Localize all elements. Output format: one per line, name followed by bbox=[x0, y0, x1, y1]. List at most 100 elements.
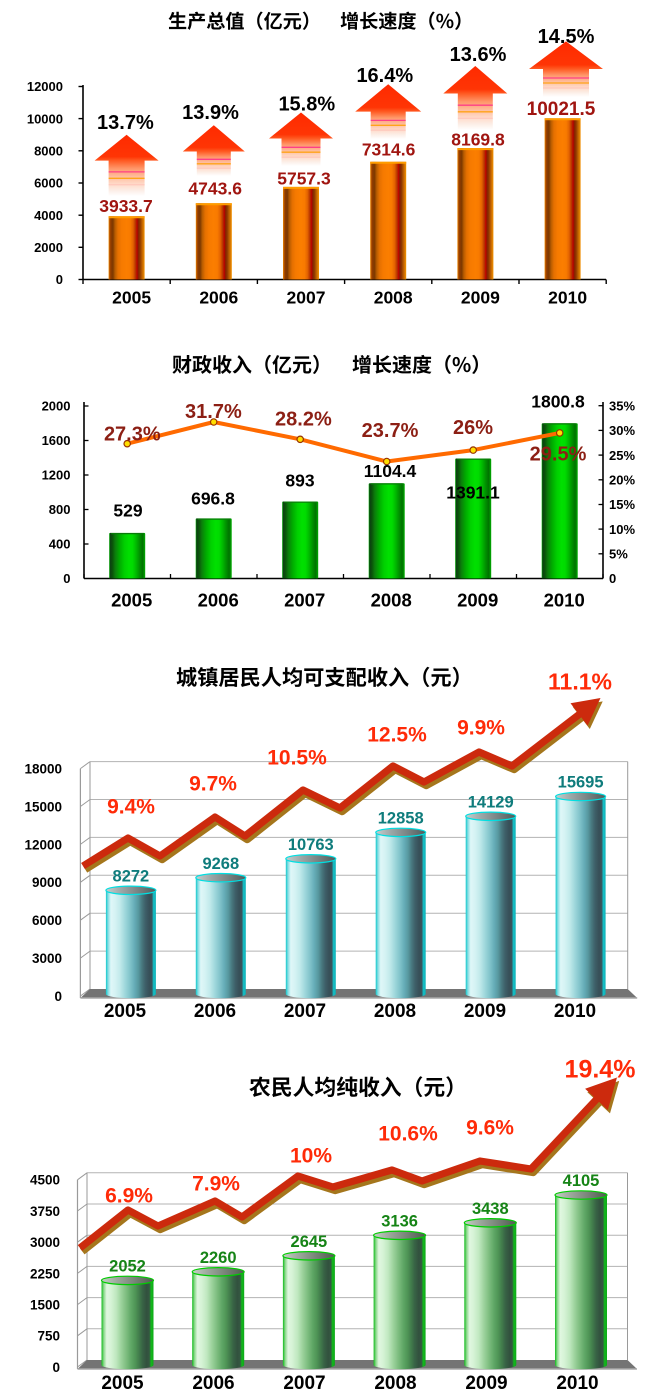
svg-text:5%: 5% bbox=[609, 547, 628, 562]
svg-text:14129: 14129 bbox=[468, 793, 514, 811]
svg-text:5757.3: 5757.3 bbox=[277, 168, 331, 188]
svg-text:7.9%: 7.9% bbox=[192, 1173, 240, 1196]
svg-text:9000: 9000 bbox=[32, 875, 62, 890]
svg-text:10%: 10% bbox=[609, 522, 635, 537]
svg-text:0: 0 bbox=[52, 1360, 60, 1375]
svg-text:4743.6: 4743.6 bbox=[188, 178, 242, 198]
svg-text:696.8: 696.8 bbox=[191, 488, 235, 508]
svg-text:10021.5: 10021.5 bbox=[527, 99, 596, 120]
svg-text:12.5%: 12.5% bbox=[367, 724, 427, 747]
svg-text:2008: 2008 bbox=[371, 590, 412, 611]
svg-text:3000: 3000 bbox=[32, 951, 62, 966]
svg-text:2006: 2006 bbox=[198, 590, 239, 611]
svg-text:2260: 2260 bbox=[200, 1249, 237, 1267]
svg-text:2006: 2006 bbox=[192, 1373, 234, 1394]
svg-text:12000: 12000 bbox=[24, 837, 62, 852]
svg-text:15695: 15695 bbox=[558, 774, 604, 792]
svg-text:15%: 15% bbox=[609, 497, 635, 512]
svg-text:2007: 2007 bbox=[284, 1001, 326, 1022]
svg-text:6000: 6000 bbox=[34, 176, 63, 191]
svg-text:2009: 2009 bbox=[465, 1373, 507, 1394]
svg-text:8169.8: 8169.8 bbox=[451, 130, 505, 150]
svg-text:2006: 2006 bbox=[194, 1001, 236, 1022]
svg-text:31.7%: 31.7% bbox=[185, 401, 242, 423]
svg-text:13.6%: 13.6% bbox=[450, 44, 507, 66]
svg-text:15000: 15000 bbox=[24, 799, 62, 814]
svg-text:2009: 2009 bbox=[461, 287, 500, 307]
svg-text:4000: 4000 bbox=[34, 208, 63, 223]
svg-text:16.4%: 16.4% bbox=[356, 65, 413, 87]
svg-text:10000: 10000 bbox=[27, 111, 63, 126]
svg-text:529: 529 bbox=[113, 500, 142, 520]
svg-text:9.7%: 9.7% bbox=[189, 773, 237, 796]
svg-text:2250: 2250 bbox=[30, 1266, 60, 1281]
svg-text:893: 893 bbox=[285, 470, 314, 490]
svg-text:12000: 12000 bbox=[27, 79, 63, 94]
svg-text:7314.6: 7314.6 bbox=[362, 139, 416, 159]
svg-text:3933.7: 3933.7 bbox=[99, 196, 153, 216]
svg-text:9.9%: 9.9% bbox=[457, 717, 505, 740]
svg-text:2009: 2009 bbox=[457, 590, 498, 611]
svg-text:2645: 2645 bbox=[291, 1233, 328, 1251]
svg-text:9.6%: 9.6% bbox=[466, 1117, 514, 1140]
svg-text:2009: 2009 bbox=[464, 1001, 506, 1022]
svg-text:2010: 2010 bbox=[548, 287, 587, 307]
svg-text:0: 0 bbox=[54, 989, 62, 1004]
svg-text:10.5%: 10.5% bbox=[267, 747, 327, 770]
svg-text:2010: 2010 bbox=[554, 1001, 596, 1022]
svg-text:14.5%: 14.5% bbox=[538, 26, 595, 48]
svg-text:2008: 2008 bbox=[374, 287, 413, 307]
svg-text:6.9%: 6.9% bbox=[105, 1185, 153, 1208]
svg-text:1104.4: 1104.4 bbox=[364, 461, 417, 481]
svg-text:10%: 10% bbox=[290, 1145, 332, 1168]
svg-text:1800.8: 1800.8 bbox=[531, 391, 585, 411]
svg-text:3000: 3000 bbox=[30, 1235, 60, 1250]
svg-text:4105: 4105 bbox=[563, 1172, 600, 1190]
svg-text:20%: 20% bbox=[609, 473, 635, 488]
svg-text:2007: 2007 bbox=[287, 287, 326, 307]
svg-text:2052: 2052 bbox=[109, 1258, 146, 1276]
svg-text:2007: 2007 bbox=[284, 590, 325, 611]
svg-text:30%: 30% bbox=[609, 423, 635, 438]
svg-text:2005: 2005 bbox=[104, 1001, 147, 1022]
svg-text:12858: 12858 bbox=[378, 810, 424, 828]
svg-text:2000: 2000 bbox=[42, 399, 71, 414]
svg-text:2008: 2008 bbox=[374, 1373, 416, 1394]
svg-text:27.3%: 27.3% bbox=[104, 424, 161, 446]
svg-text:6000: 6000 bbox=[32, 913, 62, 928]
svg-text:0: 0 bbox=[609, 571, 616, 586]
svg-text:3750: 3750 bbox=[30, 1204, 60, 1219]
svg-text:4500: 4500 bbox=[30, 1173, 60, 1188]
svg-text:2008: 2008 bbox=[374, 1001, 416, 1022]
svg-text:19.4%: 19.4% bbox=[565, 1056, 636, 1084]
svg-text:29.5%: 29.5% bbox=[530, 444, 587, 466]
svg-text:13.7%: 13.7% bbox=[97, 112, 154, 134]
svg-text:0: 0 bbox=[56, 272, 63, 287]
svg-text:400: 400 bbox=[49, 537, 71, 552]
svg-text:2005: 2005 bbox=[111, 590, 152, 611]
svg-text:9268: 9268 bbox=[202, 855, 239, 873]
svg-text:11.1%: 11.1% bbox=[548, 668, 612, 694]
svg-text:3136: 3136 bbox=[381, 1213, 418, 1231]
svg-text:1200: 1200 bbox=[42, 468, 71, 483]
svg-text:8272: 8272 bbox=[113, 867, 150, 885]
svg-text:26%: 26% bbox=[453, 417, 493, 439]
svg-text:1391.1: 1391.1 bbox=[446, 482, 500, 502]
svg-text:13.9%: 13.9% bbox=[182, 102, 239, 124]
svg-text:2010: 2010 bbox=[556, 1373, 598, 1394]
svg-text:10.6%: 10.6% bbox=[378, 1123, 438, 1146]
svg-text:2007: 2007 bbox=[283, 1373, 325, 1394]
svg-text:2010: 2010 bbox=[544, 590, 585, 611]
svg-text:1600: 1600 bbox=[42, 433, 71, 448]
svg-text:10763: 10763 bbox=[288, 836, 334, 854]
svg-text:15.8%: 15.8% bbox=[278, 94, 335, 116]
svg-text:3438: 3438 bbox=[472, 1200, 509, 1218]
svg-text:23.7%: 23.7% bbox=[362, 420, 419, 442]
svg-text:1500: 1500 bbox=[30, 1298, 60, 1313]
svg-text:0: 0 bbox=[63, 571, 70, 586]
svg-text:2006: 2006 bbox=[199, 287, 238, 307]
svg-text:2000: 2000 bbox=[34, 240, 63, 255]
svg-text:2005: 2005 bbox=[112, 287, 151, 307]
svg-text:28.2%: 28.2% bbox=[275, 408, 332, 430]
svg-text:35%: 35% bbox=[609, 398, 635, 413]
